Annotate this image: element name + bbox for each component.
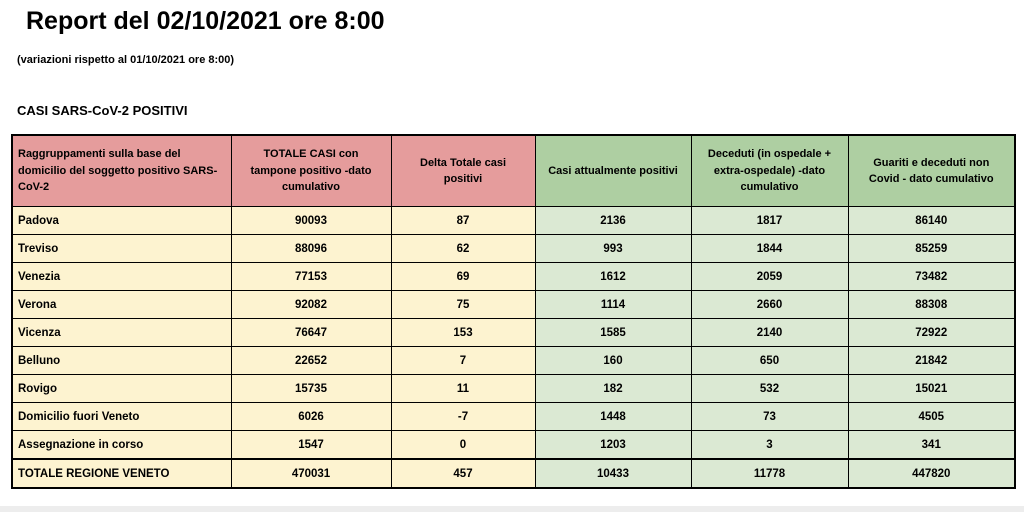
value-cell: 86140: [847, 206, 1016, 235]
col-header-recovered: Guariti e deceduti non Covid - dato cumu…: [847, 134, 1016, 207]
table-row-verona: Verona 92082 75 1114 2660 88308: [11, 290, 1016, 319]
value-cell: -7: [390, 402, 536, 431]
page-title: Report del 02/10/2021 ore 8:00: [26, 7, 385, 35]
value-cell: 88308: [847, 290, 1016, 319]
value-cell: 2660: [690, 290, 849, 319]
row-label: Domicilio fuori Veneto: [11, 402, 232, 431]
value-cell: 1612: [534, 262, 692, 291]
table-header-row: Raggruppamenti sulla base del domicilio …: [11, 134, 1016, 207]
report-table: Raggruppamenti sulla base del domicilio …: [11, 134, 1016, 489]
value-cell: 2059: [690, 262, 849, 291]
value-cell: 11: [390, 374, 536, 403]
value-cell: 182: [534, 374, 692, 403]
value-cell: 7: [390, 346, 536, 375]
value-cell: 87: [390, 206, 536, 235]
value-cell: 77153: [230, 262, 392, 291]
row-label: Vicenza: [11, 318, 232, 347]
value-cell: 75: [390, 290, 536, 319]
row-label: TOTALE REGIONE VENETO: [11, 458, 232, 489]
table-row-vicenza: Vicenza 76647 153 1585 2140 72922: [11, 318, 1016, 347]
value-cell: 1844: [690, 234, 849, 263]
value-cell: 650: [690, 346, 849, 375]
col-header-active-cases: Casi attualmente positivi: [534, 134, 692, 207]
value-cell: 90093: [230, 206, 392, 235]
table-row-total-regione-veneto: TOTALE REGIONE VENETO 470031 457 10433 1…: [11, 458, 1016, 489]
value-cell: 76647: [230, 318, 392, 347]
row-label: Belluno: [11, 346, 232, 375]
table-row-belluno: Belluno 22652 7 160 650 21842: [11, 346, 1016, 375]
row-label: Treviso: [11, 234, 232, 263]
row-label: Padova: [11, 206, 232, 235]
value-cell: 85259: [847, 234, 1016, 263]
value-cell: 88096: [230, 234, 392, 263]
table-row-treviso: Treviso 88096 62 993 1844 85259: [11, 234, 1016, 263]
value-cell: 69: [390, 262, 536, 291]
value-cell: 532: [690, 374, 849, 403]
value-cell: 21842: [847, 346, 1016, 375]
value-cell: 62: [390, 234, 536, 263]
value-cell: 73: [690, 402, 849, 431]
value-cell: 11778: [690, 458, 849, 489]
report-subtitle: (variazioni rispetto al 01/10/2021 ore 8…: [17, 54, 235, 66]
value-cell: 470031: [230, 458, 392, 489]
value-cell: 3: [690, 430, 849, 460]
row-label: Rovigo: [11, 374, 232, 403]
value-cell: 4505: [847, 402, 1016, 431]
window-bottom-edge: [0, 506, 1024, 512]
col-header-deaths: Deceduti (in ospedale + extra-ospedale) …: [690, 134, 849, 207]
value-cell: 73482: [847, 262, 1016, 291]
value-cell: 0: [390, 430, 536, 460]
row-label: Venezia: [11, 262, 232, 291]
value-cell: 1585: [534, 318, 692, 347]
value-cell: 993: [534, 234, 692, 263]
col-header-delta: Delta Totale casi positivi: [390, 134, 536, 207]
value-cell: 72922: [847, 318, 1016, 347]
row-label: Assegnazione in corso: [11, 430, 232, 460]
table-row-venezia: Venezia 77153 69 1612 2059 73482: [11, 262, 1016, 291]
table-row-padova: Padova 90093 87 2136 1817 86140: [11, 206, 1016, 235]
value-cell: 10433: [534, 458, 692, 489]
value-cell: 153: [390, 318, 536, 347]
section-heading: CASI SARS-CoV-2 POSITIVI: [17, 103, 188, 118]
value-cell: 1817: [690, 206, 849, 235]
value-cell: 160: [534, 346, 692, 375]
value-cell: 457: [390, 458, 536, 489]
value-cell: 1448: [534, 402, 692, 431]
value-cell: 1114: [534, 290, 692, 319]
value-cell: 341: [847, 430, 1016, 460]
value-cell: 92082: [230, 290, 392, 319]
col-header-total-cases: TOTALE CASI con tampone positivo -dato c…: [230, 134, 392, 207]
row-label: Verona: [11, 290, 232, 319]
table-row-rovigo: Rovigo 15735 11 182 532 15021: [11, 374, 1016, 403]
value-cell: 2136: [534, 206, 692, 235]
value-cell: 447820: [847, 458, 1016, 489]
table-row-assegnazione-in-corso: Assegnazione in corso 1547 0 1203 3 341: [11, 430, 1016, 460]
col-header-groupings: Raggruppamenti sulla base del domicilio …: [11, 134, 232, 207]
value-cell: 1203: [534, 430, 692, 460]
value-cell: 15021: [847, 374, 1016, 403]
value-cell: 1547: [230, 430, 392, 460]
value-cell: 2140: [690, 318, 849, 347]
value-cell: 15735: [230, 374, 392, 403]
table-row-domicilio-fuori-veneto: Domicilio fuori Veneto 6026 -7 1448 73 4…: [11, 402, 1016, 431]
value-cell: 22652: [230, 346, 392, 375]
value-cell: 6026: [230, 402, 392, 431]
